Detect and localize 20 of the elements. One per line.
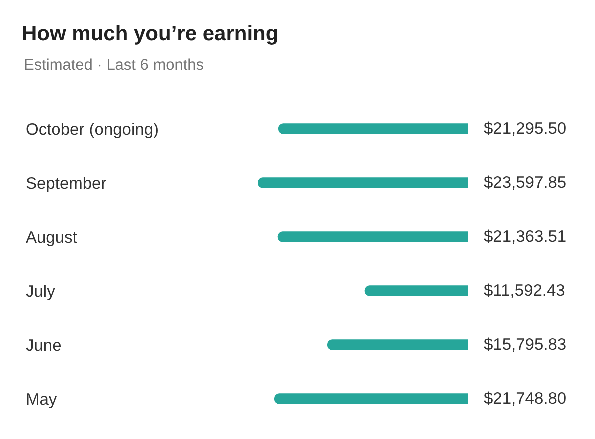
chart-title: How much you’re earning: [22, 22, 279, 46]
data-label: $15,795.83: [484, 336, 567, 354]
y-tick-label: July: [26, 282, 56, 301]
data-label: $21,748.80: [484, 390, 567, 408]
bar: [274, 394, 468, 404]
y-tick-label: August: [26, 228, 78, 247]
y-tick-label: October (ongoing): [26, 120, 159, 139]
y-tick-label: May: [26, 390, 58, 409]
y-tick-label: June: [26, 336, 62, 355]
bar: [278, 232, 468, 242]
bar: [258, 178, 468, 188]
data-label: $21,363.51: [484, 228, 567, 246]
text: Estimated · Last 6 months: [24, 57, 204, 74]
bar: [327, 340, 468, 350]
bar: [278, 124, 468, 134]
data-label: $23,597.85: [484, 174, 567, 192]
data-label: $11,592.43: [484, 282, 566, 300]
data-label: $21,295.50: [484, 120, 567, 138]
y-tick-label: September: [26, 174, 108, 193]
bar: [364, 286, 468, 296]
